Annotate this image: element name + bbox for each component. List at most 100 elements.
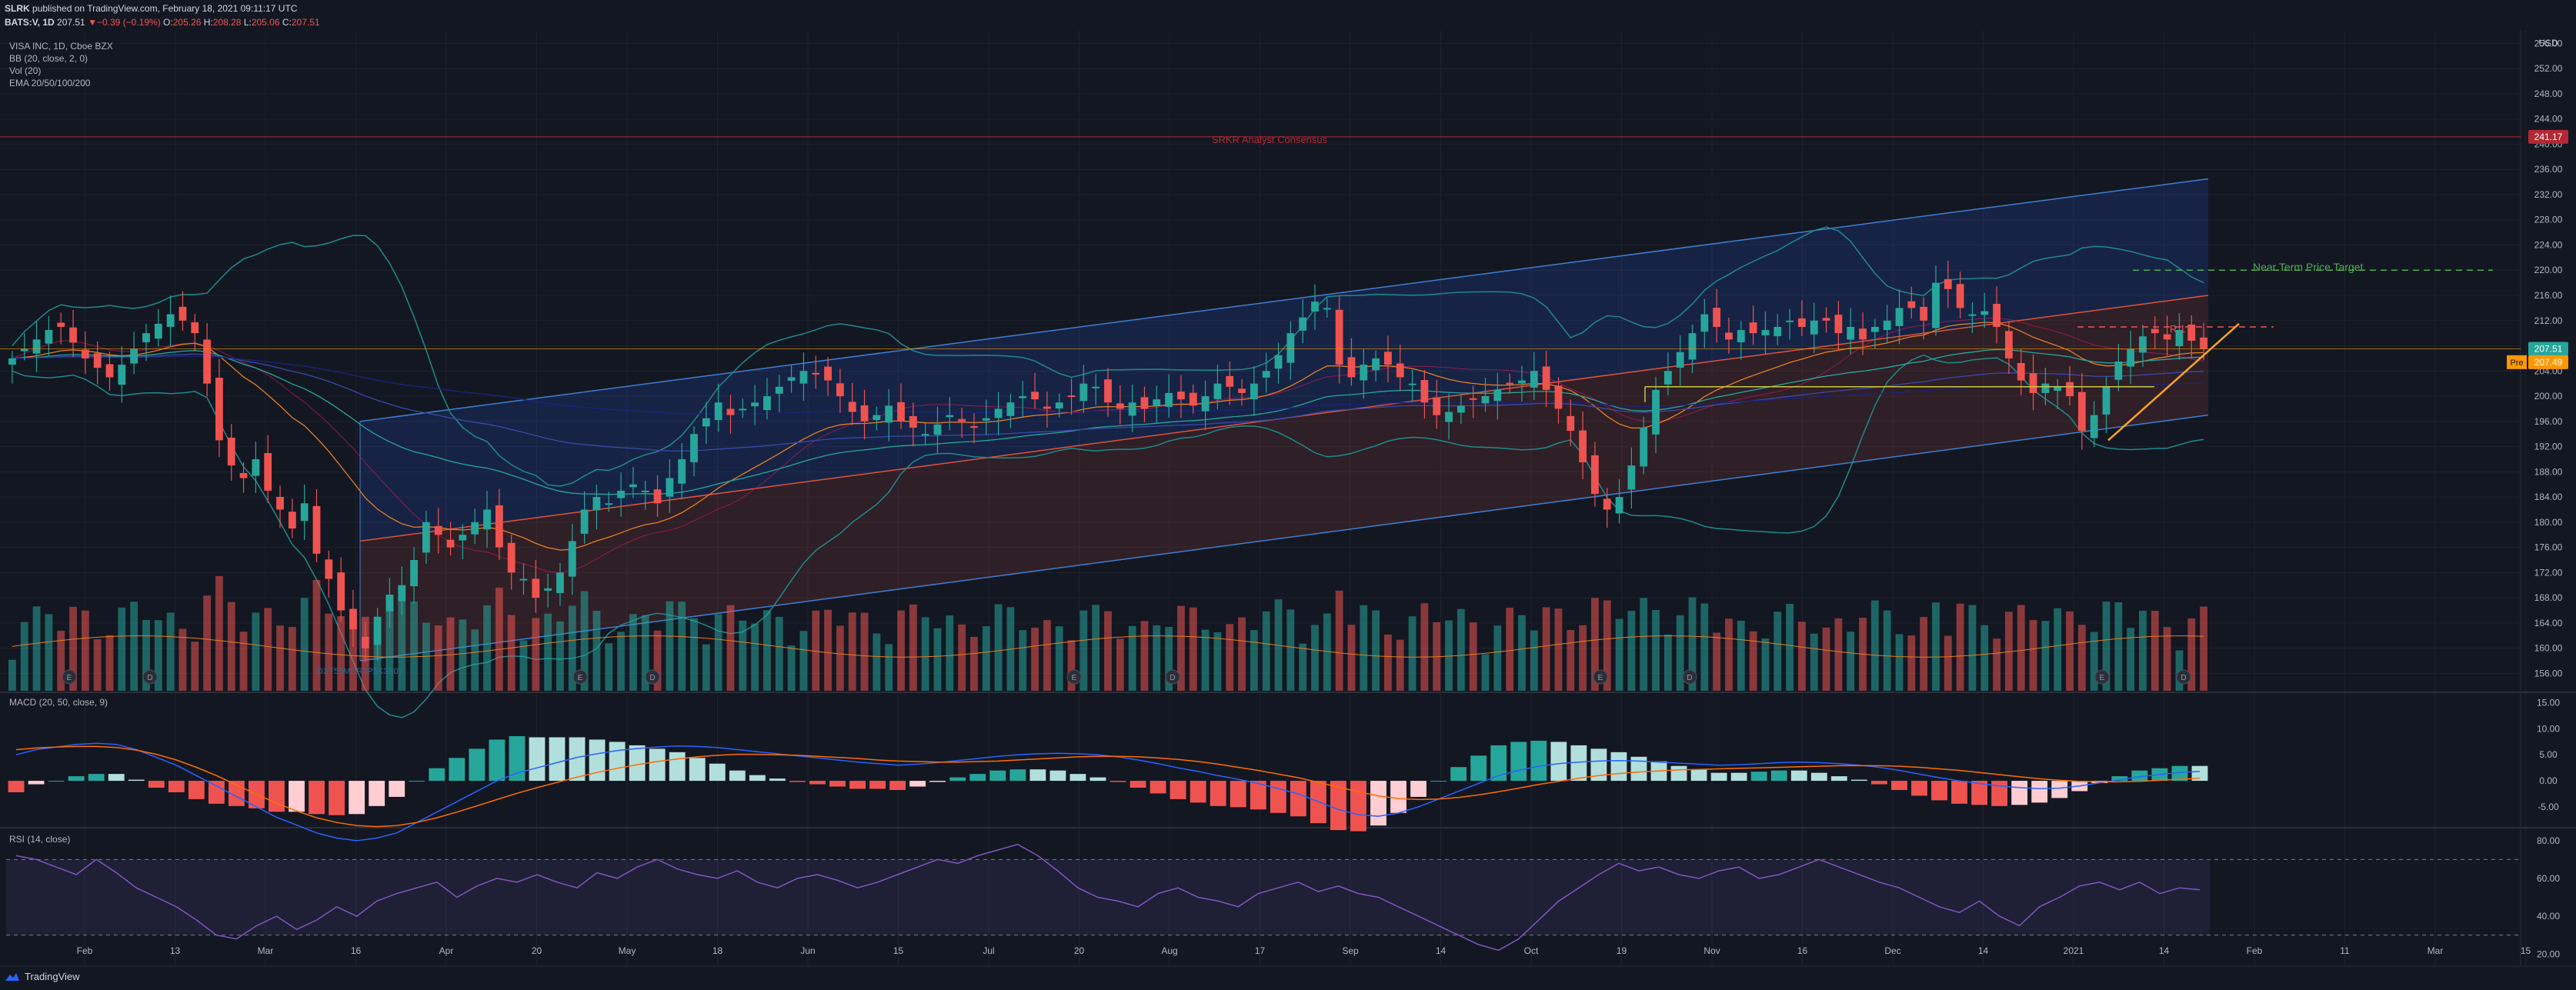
macd-histogram-bar (949, 777, 966, 782)
candle-body (775, 386, 783, 394)
volume-bar (8, 659, 16, 691)
volume-bar (556, 621, 564, 691)
candle-body (1713, 308, 1721, 327)
candle-body (434, 525, 442, 535)
volume-bar (1286, 609, 1295, 691)
macd-histogram-bar (469, 748, 486, 782)
candle-body (130, 348, 138, 364)
macd-histogram-bar (8, 781, 25, 792)
legend-symbol[interactable]: VISA INC, 1D, Cboe BZX (9, 41, 113, 52)
earnings-marker-icon (1593, 669, 1608, 685)
volume-bar (2114, 602, 2123, 691)
price-badge-label: 241.17 (2534, 132, 2563, 142)
macd-histogram-bar (128, 779, 145, 782)
macd-histogram-bar (1790, 770, 1807, 782)
candle-body (361, 636, 369, 648)
channel-upper-fill (360, 178, 2208, 542)
candle-body (1640, 428, 1648, 467)
candle-body (1116, 403, 1124, 409)
macd-histogram-bar (1069, 774, 1086, 782)
volume-bar (300, 598, 309, 691)
volume-bar (909, 604, 917, 691)
volume-bar (751, 623, 759, 691)
macd-histogram-bar (1370, 781, 1386, 826)
axes: USD156.00160.00164.00168.00172.00176.001… (77, 38, 2563, 959)
earnings-marker-icon (1066, 669, 1082, 685)
event-marker-letter: E (578, 674, 583, 682)
price-tick-label: 164.00 (2534, 618, 2563, 628)
legend-bb[interactable]: BB (20, close, 2, 0) (9, 53, 88, 64)
candle-body (519, 578, 528, 581)
price-tick-label: 224.00 (2534, 239, 2563, 250)
candle-body (1810, 320, 1818, 335)
macd-label[interactable]: MACD (20, 50, close, 9) (9, 697, 108, 708)
candle-body (312, 505, 321, 554)
macd-histogram-bar (1490, 745, 1507, 782)
macd-histogram-bar (1210, 781, 1226, 806)
volume-bar (739, 620, 747, 691)
rsi-tick-label: 80.00 (2537, 835, 2560, 846)
candle-body (1652, 389, 1660, 435)
candle-body (1006, 402, 1015, 416)
macd-histogram-bar (589, 739, 606, 782)
macd-histogram-bar (669, 752, 686, 782)
volume-bar (1201, 629, 1210, 691)
macd-histogram-bar (409, 781, 425, 782)
candle-body (2187, 324, 2196, 341)
macd-histogram-bar (789, 781, 806, 782)
candle-body (288, 512, 296, 529)
volume-bar (1847, 632, 1855, 691)
legend-volume[interactable]: Vol (20) (9, 65, 42, 76)
volume-bar (495, 587, 503, 691)
volume-bar (1737, 620, 1745, 691)
author-name[interactable]: SLRK (5, 3, 30, 14)
candle-body (1043, 406, 1051, 409)
price-levels (0, 136, 2521, 442)
candle-body (1932, 282, 1940, 328)
macd-histogram-bar (1911, 781, 1927, 796)
regression-channel (359, 178, 2209, 662)
volume-bar (1420, 603, 1429, 691)
change-down-icon: ▼ (88, 17, 97, 28)
volume-bar (1786, 604, 1794, 691)
time-tick-label: Aug (1161, 945, 1177, 956)
volume-bar (69, 606, 77, 691)
candle-body (544, 588, 552, 591)
rsi-tick-label: 20.00 (2537, 948, 2560, 959)
rsi-pane (6, 843, 2521, 952)
candle-body (1360, 365, 1368, 381)
legend-ema[interactable]: EMA 20/50/100/200 (9, 78, 91, 88)
volume-bar (422, 622, 430, 691)
price-tick-label: 188.00 (2534, 466, 2563, 477)
candle-body (787, 377, 796, 381)
candle-body (653, 489, 662, 504)
candle-body (1663, 371, 1672, 385)
macd-histogram-bar (108, 774, 125, 782)
price-tick-label: 192.00 (2534, 442, 2563, 452)
trend-line (2107, 322, 2240, 442)
candle-body (605, 503, 613, 505)
rsi-line (15, 843, 2201, 952)
time-tick-label: Mar (258, 945, 274, 956)
candle-body (714, 402, 722, 421)
macd-histogram-bar (709, 763, 726, 782)
rsi-label[interactable]: RSI (14, close) (9, 834, 71, 845)
price-tick-label: 256.00 (2534, 38, 2563, 48)
candle-body (824, 366, 832, 381)
candle-body (32, 339, 41, 354)
candle-body (385, 595, 394, 612)
price-tick-label: 216.00 (2534, 290, 2563, 301)
volume-bar (2200, 606, 2207, 691)
macd-histogram-bar (1230, 781, 1246, 808)
volume-bar (848, 612, 856, 691)
candle-body (1408, 383, 1416, 385)
volume-bar (812, 610, 820, 691)
price-tick-label: 236.00 (2534, 164, 2563, 175)
brand-label[interactable]: TradingView (25, 971, 80, 982)
high-value: 208.28 (212, 17, 242, 28)
candle-body (690, 434, 698, 462)
volume-bar (1895, 634, 1904, 691)
macd-histogram-bar (168, 781, 185, 792)
price-tick-label: 228.00 (2534, 215, 2563, 225)
